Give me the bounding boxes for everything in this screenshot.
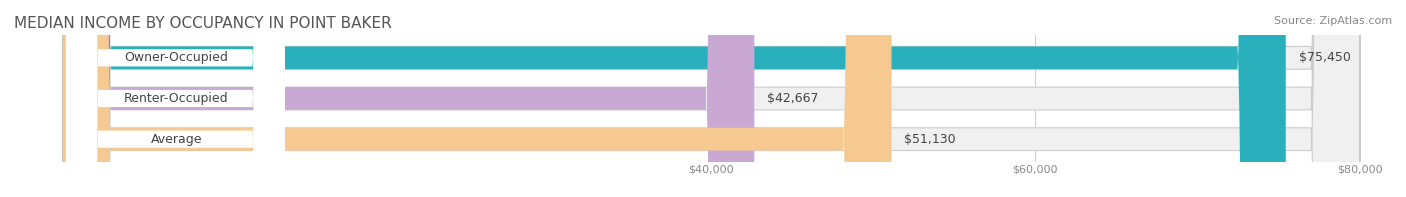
FancyBboxPatch shape bbox=[63, 0, 1360, 197]
FancyBboxPatch shape bbox=[63, 0, 1285, 197]
Text: Renter-Occupied: Renter-Occupied bbox=[124, 92, 229, 105]
FancyBboxPatch shape bbox=[66, 0, 285, 197]
Text: $75,450: $75,450 bbox=[1299, 51, 1351, 64]
Text: $51,130: $51,130 bbox=[904, 133, 956, 146]
FancyBboxPatch shape bbox=[63, 0, 1360, 197]
Text: $42,667: $42,667 bbox=[768, 92, 818, 105]
FancyBboxPatch shape bbox=[66, 0, 285, 197]
FancyBboxPatch shape bbox=[63, 0, 755, 197]
Text: MEDIAN INCOME BY OCCUPANCY IN POINT BAKER: MEDIAN INCOME BY OCCUPANCY IN POINT BAKE… bbox=[14, 16, 392, 31]
Text: Average: Average bbox=[150, 133, 202, 146]
FancyBboxPatch shape bbox=[63, 0, 1360, 197]
Text: Owner-Occupied: Owner-Occupied bbox=[124, 51, 228, 64]
FancyBboxPatch shape bbox=[66, 0, 285, 197]
FancyBboxPatch shape bbox=[63, 0, 891, 197]
Text: Source: ZipAtlas.com: Source: ZipAtlas.com bbox=[1274, 16, 1392, 26]
